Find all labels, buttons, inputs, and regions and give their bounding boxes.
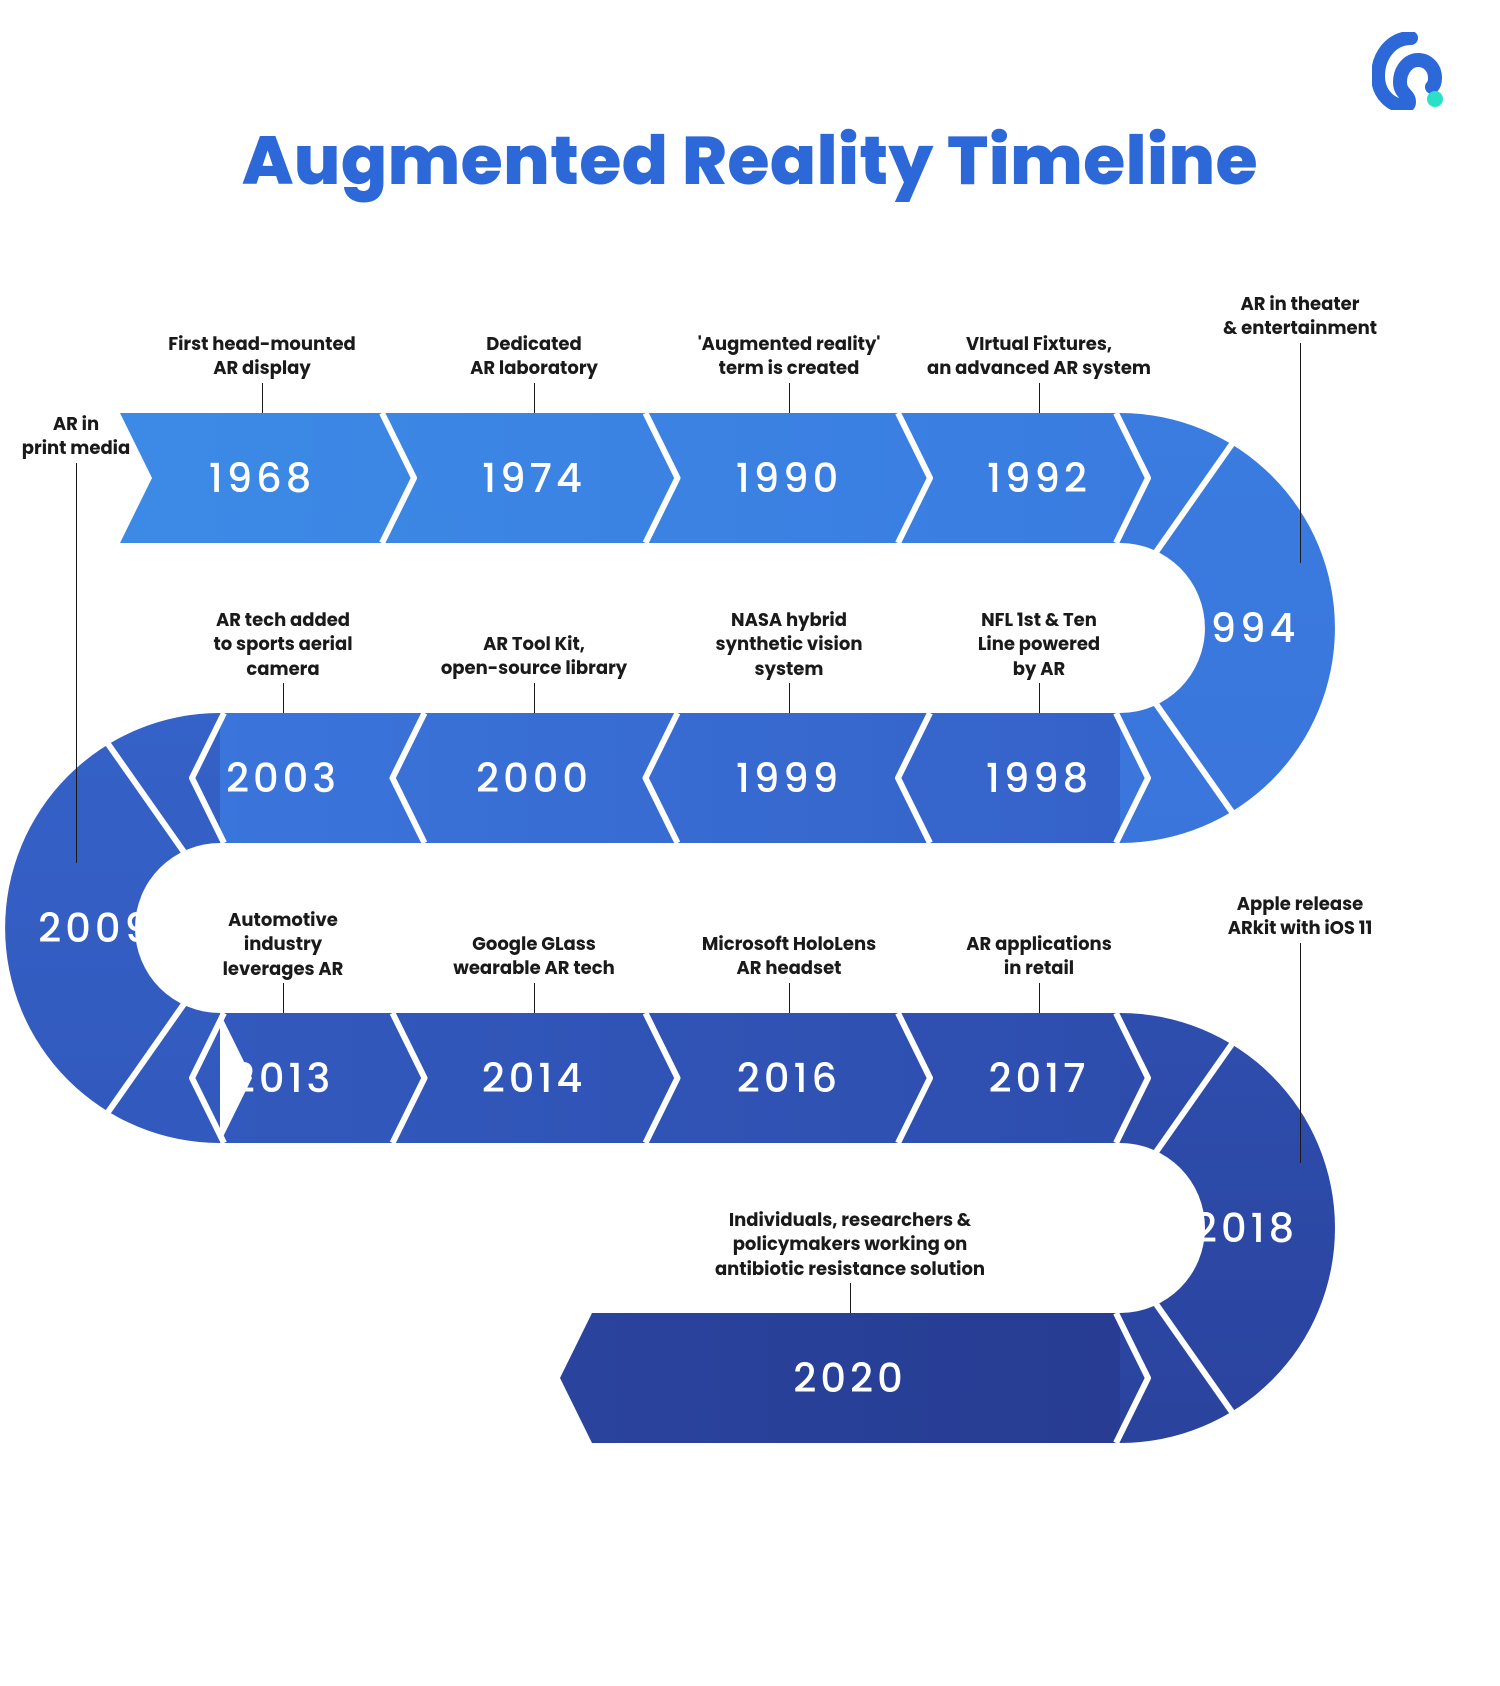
caption-leader xyxy=(283,683,284,713)
timeline-year: 2000 xyxy=(476,748,592,808)
timeline-caption: Apple release ARkit with iOS 11 xyxy=(1228,893,1373,942)
timeline-caption: 'Augmented reality' term is created xyxy=(698,333,881,382)
caption-leader xyxy=(534,683,535,713)
caption-leader xyxy=(283,983,284,1013)
timeline-year: 2003 xyxy=(226,748,340,808)
caption-leader xyxy=(1039,383,1040,413)
caption-leader xyxy=(1039,683,1040,713)
timeline-caption: AR Tool Kit, open-source library xyxy=(441,633,627,682)
timeline-year: 2017 xyxy=(988,1048,1089,1108)
caption-leader xyxy=(262,383,263,413)
caption-leader xyxy=(1039,983,1040,1013)
timeline-year: 1968 xyxy=(209,448,316,508)
timeline-caption: Google GLass wearable AR tech xyxy=(453,933,615,982)
timeline-caption: NFL 1st & Ten Line powered by AR xyxy=(978,609,1100,682)
timeline-caption: AR tech added to sports aerial camera xyxy=(213,609,352,682)
caption-leader xyxy=(1300,943,1301,1163)
timeline-caption: Microsoft HoloLens AR headset xyxy=(702,933,876,982)
caption-leader xyxy=(1300,343,1301,563)
timeline-year: 1999 xyxy=(736,748,842,808)
timeline-caption: Dedicated AR laboratory xyxy=(470,333,598,382)
timeline-caption: AR in theater & entertainment xyxy=(1223,293,1377,342)
timeline-caption: VIrtual Fixtures, an advanced AR system xyxy=(927,333,1151,382)
timeline-year: 2013 xyxy=(232,1048,334,1108)
timeline-year: 2014 xyxy=(482,1048,587,1108)
timeline-caption: First head-mounted AR display xyxy=(168,333,356,382)
caption-leader xyxy=(534,383,535,413)
timeline-caption: Automotive industry leverages AR xyxy=(223,909,344,982)
timeline-year: 1998 xyxy=(986,748,1092,808)
infographic-stage: Augmented Reality Timeline 1994AR in the… xyxy=(0,0,1500,1686)
timeline-caption: AR in print media xyxy=(22,413,130,462)
caption-leader xyxy=(789,383,790,413)
timeline-caption: AR applications in retail xyxy=(966,933,1111,982)
timeline-year: 2020 xyxy=(793,1348,906,1408)
timeline-year: 2009 xyxy=(38,898,154,958)
timeline-year: 1990 xyxy=(736,448,842,508)
timeline-year: 1992 xyxy=(987,448,1091,508)
caption-leader xyxy=(789,983,790,1013)
timeline-year: 2016 xyxy=(737,1048,841,1108)
timeline-year: 1974 xyxy=(482,448,586,508)
timeline-year: 2018 xyxy=(1194,1198,1298,1258)
caption-leader xyxy=(534,983,535,1013)
caption-leader xyxy=(76,463,77,863)
timeline-caption: Individuals, researchers & policymakers … xyxy=(715,1209,985,1282)
caption-leader xyxy=(850,1283,851,1313)
caption-leader xyxy=(789,683,790,713)
timeline-year: 1994 xyxy=(1193,598,1300,658)
winding-path xyxy=(0,0,1500,1686)
timeline-caption: NASA hybrid synthetic vision system xyxy=(716,609,863,682)
